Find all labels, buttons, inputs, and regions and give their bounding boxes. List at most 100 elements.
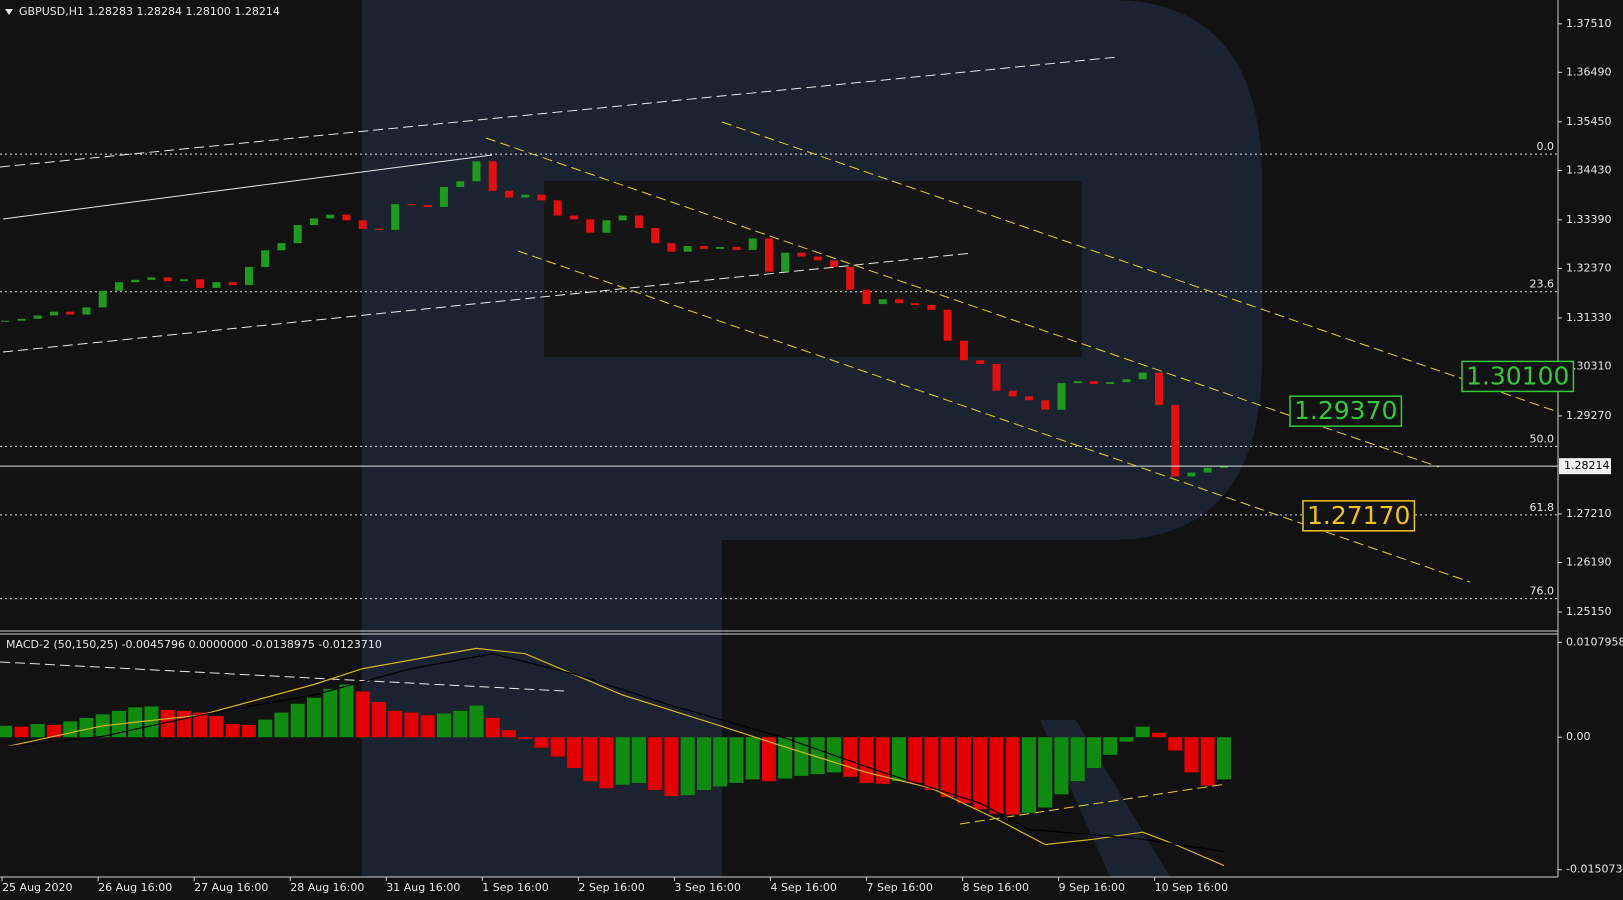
macd-line <box>5 653 1225 853</box>
histogram-bar <box>761 737 776 782</box>
target-label: 1.27170 <box>1307 501 1410 530</box>
macd-trend-line <box>0 661 565 692</box>
candle <box>1073 381 1082 384</box>
candle <box>131 279 140 283</box>
candle <box>846 266 855 290</box>
candle <box>1122 379 1131 383</box>
candle <box>1008 390 1017 397</box>
y-tick-label: 1.27210 <box>1566 507 1612 520</box>
histogram-bar <box>989 737 1004 814</box>
histogram-bar <box>1038 737 1053 808</box>
histogram-bar <box>664 737 679 797</box>
candle <box>114 282 123 291</box>
x-tick-label: 3 Sep 16:00 <box>674 881 740 894</box>
histogram-bar <box>436 713 451 738</box>
candle <box>894 299 903 304</box>
histogram-bar <box>241 724 256 738</box>
candle <box>1041 400 1050 410</box>
candle <box>797 252 806 257</box>
histogram-bar <box>956 737 971 804</box>
histogram-bar <box>404 712 419 738</box>
histogram-bar <box>778 737 793 779</box>
candle <box>326 214 335 219</box>
target-label: 1.30100 <box>1466 361 1569 390</box>
x-tick-label: 31 Aug 16:00 <box>386 881 460 894</box>
histogram-bar <box>891 737 906 782</box>
histogram-bar <box>79 717 94 738</box>
candle <box>959 340 968 361</box>
candle <box>1171 404 1180 477</box>
candle <box>569 215 578 220</box>
dropdown-arrow[interactable] <box>5 9 13 15</box>
candle <box>1106 382 1115 385</box>
histogram-bar <box>859 737 874 783</box>
histogram-bar <box>696 737 711 790</box>
candle <box>244 266 253 286</box>
histogram-bar <box>1135 726 1150 738</box>
histogram-bar <box>371 702 386 738</box>
histogram-bar <box>501 730 516 738</box>
y-tick-label: 1.37510 <box>1566 17 1612 30</box>
y-tick-label: 0.0107958 <box>1566 635 1623 648</box>
histogram-bar <box>518 737 533 739</box>
x-tick-label: 4 Sep 16:00 <box>770 881 836 894</box>
candle <box>358 220 367 229</box>
candle <box>976 360 985 365</box>
x-tick-label: 26 Aug 16:00 <box>98 881 172 894</box>
fib-label: 50.0 <box>1530 432 1555 445</box>
histogram-bar <box>1119 737 1134 742</box>
candle <box>504 190 513 198</box>
candle <box>716 246 725 249</box>
histogram-bar <box>1070 737 1085 782</box>
y-tick-label: 1.34430 <box>1566 163 1612 176</box>
histogram-bar <box>1103 737 1118 755</box>
trend-line <box>0 56 1119 168</box>
candle <box>829 260 838 267</box>
candle <box>82 307 91 315</box>
histogram-bar <box>46 724 61 738</box>
candle <box>179 279 188 282</box>
candle <box>472 161 481 182</box>
drawing-objects <box>0 56 1559 825</box>
candle <box>1089 381 1098 385</box>
x-tick-label: 8 Sep 16:00 <box>963 881 1029 894</box>
fib-label: 61.8 <box>1530 501 1555 514</box>
candle <box>407 204 416 206</box>
candle <box>927 305 936 310</box>
target-label: 1.29370 <box>1294 396 1397 425</box>
x-tick-label: 9 Sep 16:00 <box>1059 881 1125 894</box>
candle <box>911 303 920 306</box>
candle <box>147 277 156 280</box>
candle <box>456 181 465 188</box>
histogram-bar <box>1054 737 1069 795</box>
candle <box>488 161 497 191</box>
signal-line <box>5 647 1225 867</box>
histogram-bar <box>566 737 581 768</box>
candle <box>813 256 822 261</box>
candle <box>391 204 400 230</box>
x-tick-label: 25 Aug 2020 <box>2 881 72 894</box>
candle <box>196 279 205 288</box>
histogram-bar <box>1086 737 1101 768</box>
x-tick-label: 2 Sep 16:00 <box>578 881 644 894</box>
candle <box>553 200 562 216</box>
candle <box>66 311 75 315</box>
candle <box>1187 472 1196 477</box>
indicator-header: MACD-2 (50,150,25) -0.0045796 0.0000000 … <box>6 638 382 651</box>
candle <box>521 194 530 198</box>
x-tick-label: 28 Aug 16:00 <box>290 881 364 894</box>
candle <box>862 289 871 305</box>
candle <box>618 215 627 221</box>
y-tick-label: 1.32370 <box>1566 261 1612 274</box>
candle <box>764 238 773 272</box>
histogram-bar <box>485 717 500 738</box>
candle <box>1203 467 1212 473</box>
histogram-bar <box>1184 737 1199 773</box>
histogram-bar <box>0 725 13 738</box>
target-box <box>1289 395 1403 427</box>
fib-label: 23.6 <box>1530 278 1555 291</box>
histogram-bar <box>274 712 289 738</box>
histogram-bar <box>14 726 29 738</box>
